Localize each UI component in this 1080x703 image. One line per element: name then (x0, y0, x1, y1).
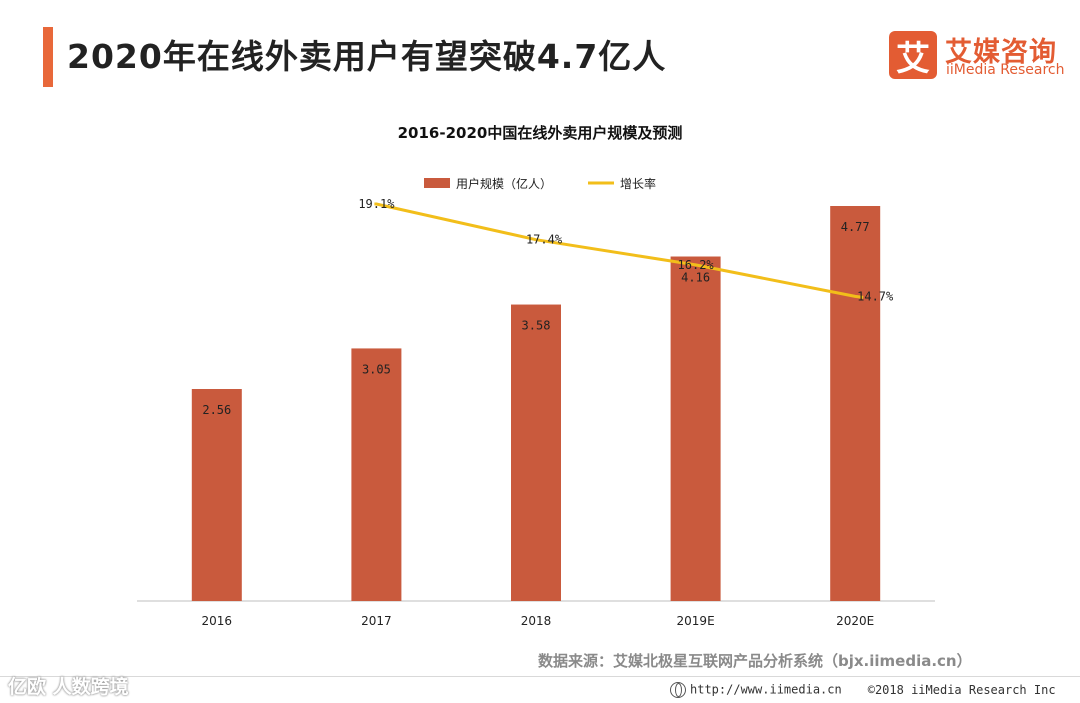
legend-swatch-bars (424, 178, 450, 188)
footer-url-wrap: http://www.iimedia.cn (670, 682, 842, 698)
x-tick-2016: 2016 (202, 614, 233, 628)
iimedia-logo-icon: 艾 (889, 31, 937, 79)
bar-2018 (511, 304, 561, 601)
bar-label-2016: 2.56 (202, 403, 231, 417)
bar-2020E (830, 206, 881, 601)
watermark: 亿欧 人数跨境 (8, 676, 129, 698)
bar-label-2019E: 4.16 (681, 271, 710, 285)
bar-label-2018: 3.58 (522, 319, 551, 333)
growth-line (374, 202, 864, 299)
page-title: 2020年在线外卖用户有望突破4.7亿人 (67, 37, 667, 76)
line-label-2019E: 16.2% (678, 258, 715, 272)
footer-copyright: ©2018 iiMedia Research Inc (867, 683, 1056, 697)
line-label-2017: 19.1% (358, 197, 395, 211)
footer: http://www.iimedia.cn ©2018 iiMedia Rese… (670, 682, 1056, 698)
bar-2017 (351, 348, 402, 601)
line-label-2020E: 14.7% (857, 289, 894, 303)
bar-2016 (191, 389, 242, 601)
x-tick-2020E: 2020E (836, 614, 874, 628)
globe-icon (670, 682, 686, 698)
x-tick-2017: 2017 (361, 614, 392, 628)
footer-url[interactable]: http://www.iimedia.cn (690, 682, 842, 697)
bar-2019E (670, 256, 721, 601)
logo-english-name: iiMedia Research (946, 62, 1065, 78)
footer-divider (0, 676, 1080, 677)
legend-label-bars: 用户规模（亿人） (456, 176, 552, 191)
title-accent-bar (43, 27, 53, 87)
data-source: 数据来源：艾媒北极星互联网产品分析系统（bjx.iimedia.cn） (538, 652, 972, 670)
line-label-2018: 17.4% (526, 233, 563, 247)
x-tick-2019E: 2019E (677, 614, 715, 628)
bar-label-2020E: 4.77 (841, 220, 870, 234)
logo-chinese-name: 艾媒咨询 (945, 37, 1057, 68)
chart-title: 2016-2020中国在线外卖用户规模及预测 (398, 124, 683, 142)
legend-label-line: 增长率 (620, 176, 656, 191)
bar-label-2017: 3.05 (362, 362, 391, 376)
x-tick-2018: 2018 (521, 614, 552, 628)
